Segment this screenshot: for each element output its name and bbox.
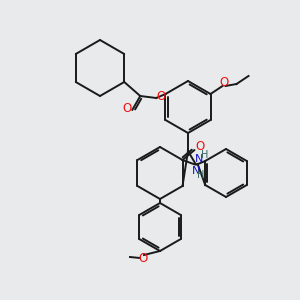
Text: H: H [197,170,205,181]
Text: O: O [195,140,204,154]
Text: N: N [194,154,203,164]
Text: N: N [192,166,200,176]
Text: H: H [201,150,208,160]
Text: O: O [138,251,148,265]
Text: O: O [123,103,132,116]
Text: O: O [219,76,228,89]
Text: O: O [157,91,166,103]
